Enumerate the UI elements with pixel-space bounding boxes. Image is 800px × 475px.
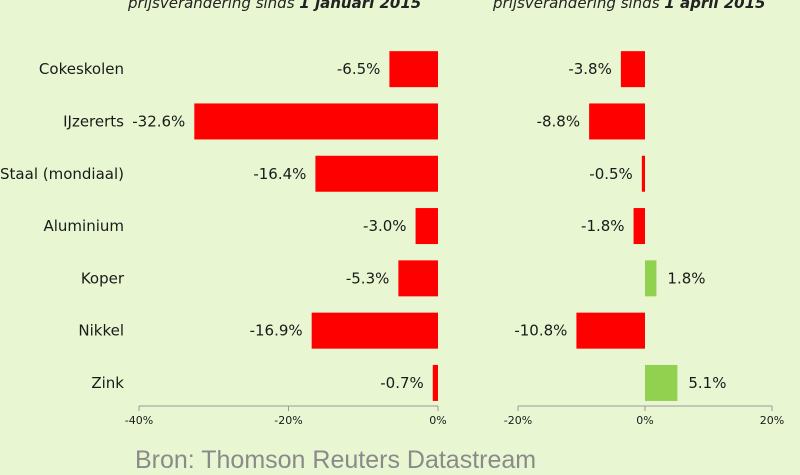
left-bar	[311, 312, 438, 349]
right-value-label: -10.8%	[514, 322, 567, 340]
right-bar	[620, 51, 645, 88]
right-chart-title-prefix: prijsverandering sinds	[493, 0, 665, 12]
source-note: Bron: Thomson Reuters Datastream	[135, 446, 537, 474]
left-chart-title: prijsverandering sinds 1 januari 2015	[128, 0, 421, 12]
left-value-label: -5.3%	[346, 269, 390, 287]
left-value-label: -32.6%	[132, 112, 185, 130]
right-bar	[633, 208, 645, 245]
right-bar	[645, 260, 657, 297]
right-value-label: -3.8%	[568, 60, 612, 78]
category-label: Koper	[81, 269, 125, 287]
category-label: Aluminium	[43, 217, 124, 235]
left-value-label: -16.9%	[250, 322, 303, 340]
right-bar	[576, 312, 645, 349]
right-x-tick-label: 0%	[636, 414, 653, 427]
right-x-tick-label: 20%	[760, 414, 784, 427]
left-chart-title-date: 1 januari 2015	[299, 0, 422, 12]
left-value-label: -16.4%	[253, 165, 306, 183]
left-value-label: -6.5%	[337, 60, 381, 78]
left-x-tick-label: -40%	[125, 414, 153, 427]
left-bar	[432, 364, 438, 401]
right-bar	[589, 103, 645, 140]
right-x-tick-label: -20%	[504, 414, 532, 427]
left-bar	[415, 208, 438, 245]
left-value-label: -0.7%	[380, 374, 424, 392]
category-label: Staal (mondiaal)	[0, 165, 124, 183]
right-chart-title: prijsverandering sinds 1 april 2015	[493, 0, 765, 12]
right-bar	[645, 364, 678, 401]
category-label: Nikkel	[78, 322, 124, 340]
left-chart-title-prefix: prijsverandering sinds	[128, 0, 300, 12]
right-value-label: -8.8%	[537, 112, 581, 130]
left-bar	[194, 103, 438, 140]
right-value-label: -0.5%	[589, 165, 633, 183]
right-bar	[641, 155, 645, 192]
category-label: Zink	[91, 374, 124, 392]
category-label: IJzererts	[63, 112, 124, 130]
left-bar	[315, 155, 438, 192]
right-value-label: -1.8%	[581, 217, 625, 235]
left-value-label: -3.0%	[363, 217, 407, 235]
left-bar	[389, 51, 438, 88]
left-bar	[398, 260, 438, 297]
right-chart-title-date: 1 april 2015	[664, 0, 766, 12]
left-x-tick-label: -20%	[274, 414, 302, 427]
category-label: Cokeskolen	[39, 60, 124, 78]
right-value-label: 1.8%	[667, 269, 705, 287]
left-x-tick-label: 0%	[429, 414, 446, 427]
right-value-label: 5.1%	[688, 374, 726, 392]
